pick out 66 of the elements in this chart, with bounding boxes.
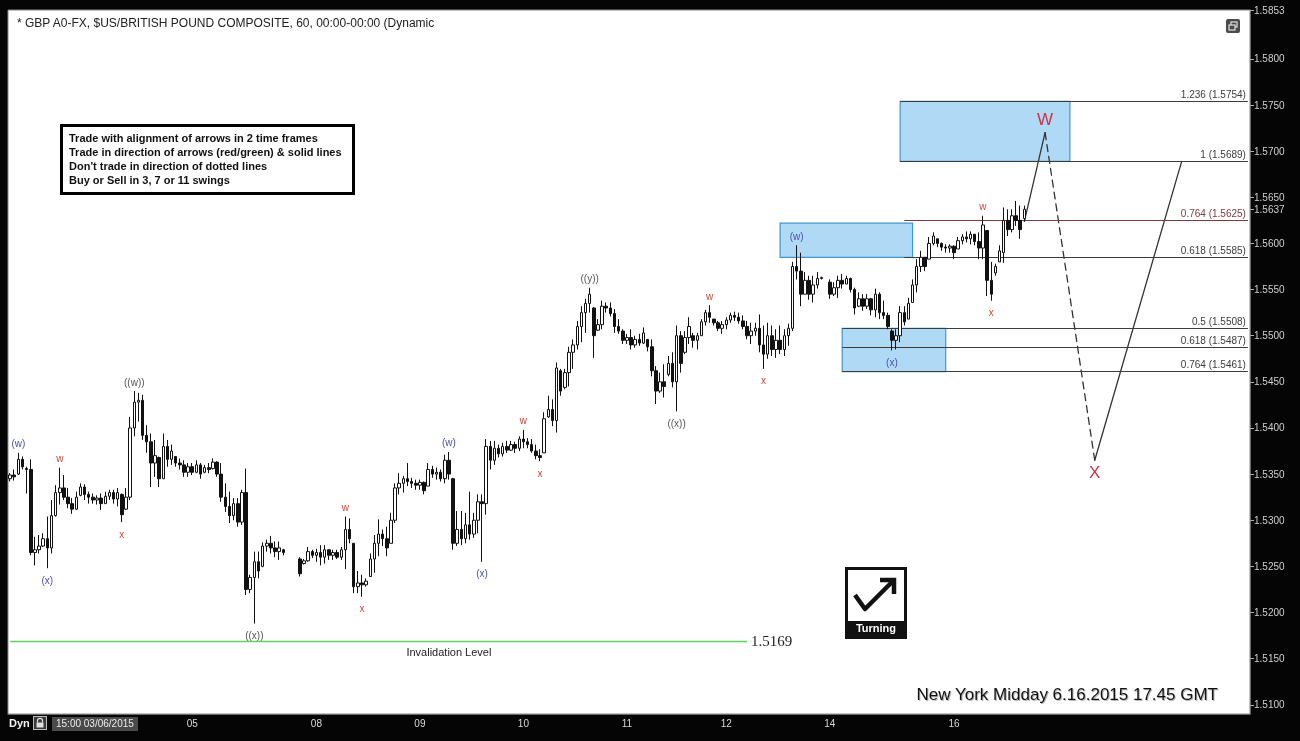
annotation: W	[1037, 110, 1054, 130]
y-tick-label: 1.5300	[1254, 514, 1286, 526]
x-tick-label: 11	[621, 717, 633, 729]
ref-line-label: 1.236 (1.5754)	[1180, 88, 1246, 100]
y-tick-label: 1.5637	[1254, 203, 1286, 215]
ref-line-label: 0.618 (1.5487)	[1180, 335, 1246, 347]
y-tick-label: 1.5800	[1254, 53, 1286, 65]
annotation: (x)	[886, 356, 898, 368]
ref-line-label: 1 (1.5689)	[1200, 148, 1246, 160]
annotation: (x)	[476, 568, 488, 580]
annotation: Trade in direction of arrows (red/green) & solid lines	[69, 145, 342, 159]
x-tick-label: 09	[414, 717, 426, 729]
annotation: w	[518, 415, 528, 427]
annotation: x	[359, 603, 365, 615]
ref-line-label: 0.764 (1.5625)	[1180, 207, 1246, 219]
sign-box: Turning	[845, 567, 907, 639]
x-tick-label: 05	[186, 717, 199, 729]
y-tick-label: 1.5600	[1254, 237, 1286, 249]
text: Dyn	[9, 716, 30, 731]
ref-line-label: 0.618 (1.5585)	[1180, 244, 1246, 256]
y-tick-label: 1.5550	[1254, 284, 1286, 296]
x-tick-label: 08	[310, 717, 323, 729]
y-tick-label: 1.5250	[1254, 560, 1286, 572]
annotation: w	[340, 502, 350, 514]
annotation: X	[1089, 462, 1101, 482]
y-tick-label: 1.5700	[1254, 145, 1286, 157]
y-tick-label: 1.5500	[1254, 330, 1286, 342]
y-tick-label: 1.5450	[1254, 376, 1286, 388]
annotation: w	[55, 453, 65, 465]
annotation: New York Midday 6.16.2015 17.45 GMT	[916, 685, 1218, 705]
annotation: Invalidation Level	[406, 646, 492, 659]
y-tick-label: 1.5750	[1254, 99, 1286, 111]
ref-line-label: 0.5 (1.5508)	[1191, 315, 1246, 327]
annotation: x	[537, 467, 543, 479]
annotation: w	[705, 290, 715, 302]
text: * GBP A0-FX, $US/BRITISH POUND COMPOSITE, 60, 00:00-00:00 (Dynamic	[17, 16, 435, 30]
x-tick-label: 10	[517, 717, 530, 729]
annotation: Don't trade in direction of dotted lines	[69, 159, 269, 173]
annotation: (w)	[11, 438, 26, 450]
y-tick-label: 1.5400	[1254, 422, 1286, 434]
annotation: (w)	[441, 437, 456, 449]
ref-line-label: 1.5169	[750, 633, 793, 650]
annotation: ((x))	[245, 630, 264, 642]
x-tick-label: 16	[948, 717, 960, 729]
annotation: ((w))	[124, 376, 145, 388]
y-tick-label: 1.5100	[1254, 699, 1286, 711]
annotation: ((x))	[667, 417, 686, 429]
annotation: w	[978, 201, 988, 213]
annotation: x	[761, 375, 767, 387]
text: 15:00 03/06/2015	[52, 717, 138, 731]
y-tick-label: 1.5350	[1254, 468, 1286, 480]
annotation: ((y))	[580, 273, 599, 285]
annotation: Buy or Sell in 3, 7 or 11 swings	[69, 173, 231, 187]
annotation: (x)	[41, 574, 54, 586]
y-tick-label: 1.5200	[1254, 607, 1286, 619]
y-tick-label: 1.5650	[1254, 191, 1286, 203]
ref-line-label: 0.764 (1.5461)	[1180, 359, 1246, 371]
annotation: x	[988, 307, 994, 319]
annotation: x	[119, 528, 125, 540]
y-tick-label: 1.5150	[1254, 653, 1286, 665]
annotation: (w)	[789, 230, 804, 242]
annotation: Turning	[848, 621, 904, 636]
annotation: Trade with alignment of arrows in 2 time frames	[69, 131, 319, 145]
x-tick-label: 12	[720, 717, 733, 729]
x-tick-label: 14	[824, 717, 836, 729]
y-tick-label: 1.5853	[1254, 4, 1286, 16]
